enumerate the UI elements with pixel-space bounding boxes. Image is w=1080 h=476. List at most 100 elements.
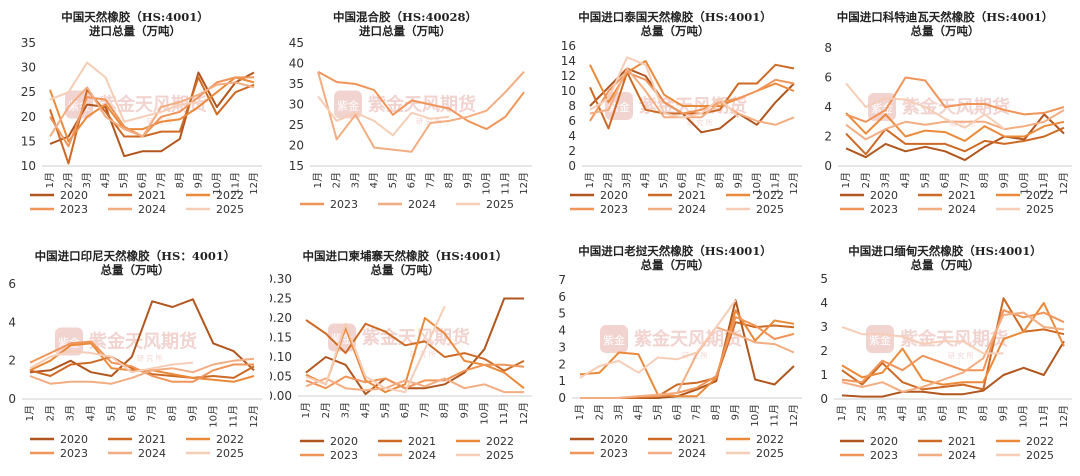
series-line-2025 — [841, 326, 1004, 355]
x-tick-label: 7月 — [959, 172, 971, 188]
chart-panel-thailand: 中国进口泰国天然橡胶（HS:4001） 总量（万吨） 紫金 紫金天风期货研 究 所… — [540, 0, 810, 236]
legend-label: 2021 — [948, 189, 976, 202]
y-tick-label: 20 — [289, 139, 304, 153]
series-line-2024 — [305, 377, 524, 394]
legend-label: 2024 — [408, 198, 436, 211]
y-tick-label: 4 — [824, 100, 832, 114]
watermark-sub: 研 究 所 — [137, 354, 162, 363]
x-tick-label: 9月 — [997, 405, 1009, 421]
x-tick-label: 1月 — [574, 404, 586, 420]
legend-label: 2024 — [138, 203, 166, 216]
watermark-sub: 研 究 所 — [682, 351, 707, 360]
x-tick-label: 7月 — [424, 172, 436, 188]
chart-subtitle: 进口总量（万吨） — [359, 24, 451, 38]
legend: 2020 2021 2022 2023 2024 2025 — [840, 435, 1054, 462]
legend-label: 2022 — [216, 433, 244, 446]
series-line-2025 — [579, 299, 737, 379]
y-tick-label: 6 — [568, 114, 576, 128]
x-tick-label: 10月 — [211, 172, 223, 195]
legend-label: 2021 — [138, 433, 166, 446]
y-tick-label: 14 — [561, 54, 576, 68]
series-line-2023 — [841, 309, 1065, 384]
x-tick-label: 3月 — [349, 172, 361, 188]
legend-label: 2025 — [756, 203, 784, 216]
x-tick-label: 2月 — [331, 172, 343, 188]
series-line-2024 — [841, 311, 1065, 393]
x-tick-label: 7月 — [695, 172, 707, 188]
x-tick-label: 4月 — [100, 172, 112, 188]
x-tick-label: 5月 — [387, 172, 399, 188]
series-line-2022 — [305, 317, 525, 394]
series-line-2020 — [29, 298, 255, 377]
chart-panel-mixed-rubber: 中国混合胶（HS:40028） 进口总量（万吨） 紫金 紫金天风期货研 究 所 15… — [270, 0, 540, 236]
legend: 2023 2024 2025 — [300, 198, 514, 211]
series-line-2024 — [589, 67, 795, 126]
legend-label: 2023 — [60, 447, 88, 460]
seal-icon — [866, 325, 894, 353]
series-line-2022 — [579, 309, 795, 398]
watermark-sub: 研 究 所 — [687, 118, 712, 127]
series-line-2021 — [305, 319, 525, 372]
x-tick-label: 11月 — [769, 404, 781, 427]
legend: 2020 2021 2022 2023 2024 2025 — [30, 433, 244, 460]
seal-icon — [868, 93, 896, 121]
x-tick-label: 11月 — [228, 405, 240, 428]
x-tick-label: 6月 — [137, 172, 149, 188]
x-tick-label: 1月 — [44, 172, 56, 188]
x-tick-label: 9月 — [999, 172, 1011, 188]
watermark-text: 紫金天风期货 — [902, 96, 1010, 118]
seal-icon — [605, 92, 633, 120]
x-tick-label: 7月 — [957, 405, 969, 421]
y-tick-label: 0.15 — [270, 331, 292, 345]
y-tick-label: 1 — [558, 374, 566, 388]
watermark-seal: 紫金 — [871, 101, 893, 115]
x-tick-label: 1月 — [312, 172, 324, 188]
seal-icon — [334, 90, 362, 119]
chart-subtitle: 总量（万吨） — [100, 263, 170, 277]
legend-label: 2024 — [408, 449, 436, 462]
x-tick-label: 3月 — [340, 402, 352, 418]
legend-label: 2023 — [330, 198, 358, 211]
series-line-2020 — [49, 71, 255, 158]
x-tick-label: 2月 — [860, 172, 872, 188]
series-line-2025 — [305, 305, 446, 394]
x-tick-label: 5月 — [658, 172, 670, 188]
series-line-2021 — [589, 63, 795, 130]
watermark-text: 紫金天风期货 — [368, 94, 476, 116]
x-tick-label: 10月 — [478, 402, 490, 425]
x-tick-label: 12月 — [788, 404, 800, 427]
chart-title: 中国进口印尼天然橡胶（HS：4001） — [34, 249, 236, 263]
legend-label: 2022 — [756, 189, 784, 202]
legend-label: 2023 — [60, 203, 88, 216]
y-tick-label: 40 — [289, 57, 304, 71]
legend-label: 2022 — [1026, 189, 1054, 202]
legend-label: 2024 — [678, 447, 706, 460]
chart-subtitle: 总量（万吨） — [370, 263, 440, 277]
y-tick-label: 10 — [561, 84, 576, 98]
x-tick-label: 4月 — [640, 172, 652, 188]
x-tick-label: 6月 — [937, 405, 949, 421]
x-tick-label: 9月 — [187, 405, 199, 421]
series-line-2024 — [49, 81, 255, 138]
series-line-2024 — [845, 109, 1065, 141]
watermark-seal: 紫金 — [603, 333, 625, 347]
legend-label: 2025 — [1026, 449, 1054, 462]
legend-label: 2020 — [870, 435, 898, 448]
legend-label: 2024 — [678, 203, 706, 216]
chart-subtitle: 进口总量（万吨） — [89, 24, 181, 38]
y-tick-label: 1 — [820, 368, 828, 382]
legend-label: 2021 — [408, 435, 436, 448]
chart-title: 中国进口科特迪瓦天然橡胶（HS:4001） — [836, 10, 1054, 24]
x-tick-label: 1月 — [840, 172, 852, 188]
series-line-2025 — [29, 350, 193, 374]
chart-panel-indonesia: 中国进口印尼天然橡胶（HS：4001） 总量（万吨） 紫金 紫金天风期货研 究 所… — [0, 236, 270, 472]
legend-label: 2023 — [600, 447, 628, 460]
x-tick-label: 9月 — [730, 404, 742, 420]
chart-title: 中国进口老挝天然橡胶（HS:4001） — [578, 244, 772, 258]
y-tick-label: 16 — [561, 39, 576, 53]
y-tick-label: 4 — [568, 129, 576, 143]
legend-label: 2022 — [1026, 435, 1054, 448]
chart-title: 中国进口缅甸天然橡胶（HS:4001） — [848, 244, 1042, 258]
